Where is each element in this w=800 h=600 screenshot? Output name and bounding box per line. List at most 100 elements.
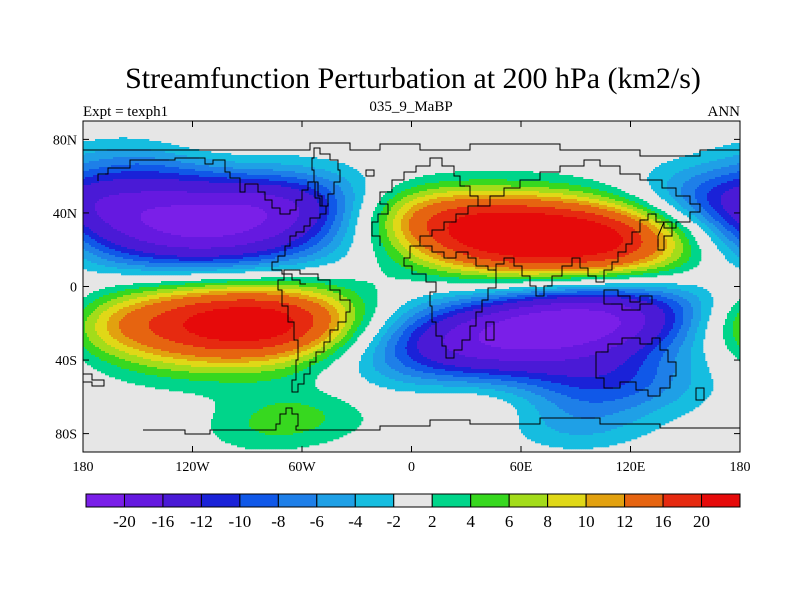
field-cell [95,189,98,192]
field-cell [133,181,136,184]
field-cell [91,361,94,364]
field-cell [147,343,150,346]
field-cell [135,247,138,250]
field-cell [123,285,126,288]
field-cell [107,201,110,204]
field-cell [167,265,170,268]
field-cell [97,199,100,202]
field-cell [145,219,148,222]
field-cell [87,203,90,206]
field-cell [163,163,166,166]
field-cell [93,357,96,360]
field-cell [133,195,136,198]
field-cell [99,145,102,148]
field-cell [133,163,136,166]
field-cell [109,343,112,346]
field-cell [113,153,116,156]
field-cell [147,315,150,318]
field-cell [87,351,90,354]
field-cell [87,335,90,338]
field-cell [85,333,88,336]
field-cell [141,285,144,288]
field-cell [149,359,152,362]
field-cell [89,181,92,184]
field-cell [161,313,164,316]
field-cell [93,365,96,368]
field-cell [115,297,118,300]
field-cell [99,251,102,254]
field-cell [163,317,166,320]
field-cell [89,339,92,342]
field-cell [139,167,142,170]
field-cell [129,185,132,188]
field-cell [135,339,138,342]
field-cell [113,373,116,376]
field-cell [151,171,154,174]
field-cell [105,309,108,312]
field-cell [113,155,116,158]
field-cell [119,207,122,210]
field-cell [161,377,164,380]
field-cell [101,233,104,236]
field-cell [119,237,122,240]
field-cell [125,197,128,200]
field-cell [135,363,138,366]
field-cell [117,229,120,232]
field-cell [97,269,100,272]
field-cell [117,345,120,348]
field-cell [109,297,112,300]
field-cell [159,153,162,156]
field-cell [125,223,128,226]
field-cell [111,265,114,268]
field-cell [127,151,130,154]
field-cell [139,265,142,268]
field-cell [123,265,126,268]
field-cell [125,201,128,204]
field-cell [109,213,112,216]
field-cell [107,153,110,156]
field-cell [151,285,154,288]
field-cell [163,371,166,374]
field-cell [87,141,90,144]
field-cell [141,195,144,198]
field-cell [163,381,166,384]
field-cell [87,321,90,324]
field-cell [107,191,110,194]
field-cell [113,301,116,304]
field-cell [103,213,106,216]
field-cell [133,227,136,230]
field-cell [163,281,166,284]
field-cell [129,269,132,272]
field-cell [137,167,140,170]
field-cell [119,201,122,204]
field-cell [159,145,162,148]
field-cell [139,207,142,210]
field-cell [143,141,146,144]
field-cell [127,201,130,204]
field-cell [121,321,124,324]
field-cell [101,333,104,336]
field-cell [143,255,146,258]
field-cell [85,259,88,262]
field-cell [139,235,142,238]
field-cell [137,335,140,338]
field-cell [141,231,144,234]
field-cell [87,245,90,248]
field-cell [117,313,120,316]
field-cell [89,185,92,188]
field-cell [139,331,142,334]
field-cell [95,291,98,294]
field-cell [93,199,96,202]
field-cell [145,273,148,276]
field-cell [159,315,162,318]
field-cell [83,215,86,218]
field-cell [155,305,158,308]
field-cell [93,185,96,188]
field-cell [151,289,154,292]
field-cell [101,151,104,154]
field-cell [159,255,162,258]
field-cell [151,367,154,370]
field-cell [83,167,86,170]
field-cell [85,225,88,228]
field-cell [163,251,166,254]
